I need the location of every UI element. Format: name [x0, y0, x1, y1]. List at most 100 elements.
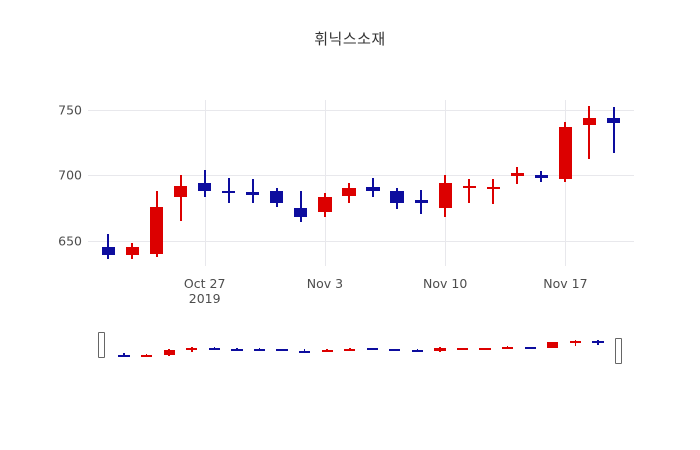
candlestick-wick	[588, 105, 591, 160]
mini-candlestick	[524, 330, 536, 372]
candlestick[interactable]	[246, 100, 260, 266]
mini-candlestick	[547, 330, 559, 372]
chart-title: 휘닉스소재	[314, 30, 386, 48]
mini-candlestick-body	[208, 348, 220, 351]
candlestick[interactable]	[606, 100, 621, 266]
candlestick[interactable]	[510, 100, 524, 266]
candlestick-body	[462, 185, 476, 189]
mini-candlestick	[479, 330, 491, 372]
candlestick-body	[366, 186, 380, 191]
candlestick-body	[318, 197, 332, 212]
candlestick-body	[582, 117, 597, 126]
mini-candlestick-body	[389, 348, 401, 351]
candlestick[interactable]	[318, 100, 332, 266]
x-axis-year-label: 2019	[188, 291, 221, 306]
mini-candlestick	[321, 330, 333, 372]
mini-candlestick-body	[118, 354, 130, 357]
range-handle-left-icon[interactable]	[98, 332, 106, 358]
x-axis-tick-label: Oct 27	[183, 276, 226, 291]
mini-candlestick-body	[344, 348, 356, 351]
candlestick[interactable]	[294, 100, 308, 266]
range-handle-right-icon[interactable]	[614, 338, 622, 364]
range-selector-panel[interactable]	[88, 330, 634, 372]
candlestick-body	[198, 183, 212, 191]
price-plot-area	[88, 100, 634, 266]
candlestick[interactable]	[462, 100, 476, 266]
mini-candlestick	[366, 330, 378, 372]
x-axis-tick: Nov 17	[543, 276, 587, 291]
candlestick-body	[294, 207, 308, 217]
candlestick[interactable]	[366, 100, 380, 266]
candlestick[interactable]	[270, 100, 284, 266]
candlestick[interactable]	[390, 100, 404, 266]
candlestick[interactable]	[534, 100, 548, 266]
candlestick-wick	[179, 175, 182, 221]
mini-candlestick	[163, 330, 175, 372]
candlestick-body	[342, 188, 356, 197]
candlestick-wick	[612, 107, 615, 153]
candlestick[interactable]	[198, 100, 212, 266]
candlestick[interactable]	[582, 100, 597, 266]
candlestick-body	[486, 186, 500, 190]
mini-candlestick-body	[321, 349, 333, 352]
x-axis-tick-label: Nov 3	[306, 276, 344, 291]
mini-candlestick	[569, 330, 581, 372]
x-axis: Oct 27 2019 Nov 3 Nov 10 Nov 17	[88, 274, 634, 314]
y-axis-tick-label: 750	[58, 102, 82, 118]
candlestick-body	[222, 190, 236, 194]
x-axis-tick-label: Nov 17	[543, 276, 588, 291]
candlestick[interactable]	[149, 100, 164, 266]
mini-candlestick-body	[186, 348, 198, 351]
mini-candlestick-body	[434, 348, 446, 351]
mini-candlestick-wick	[236, 347, 238, 351]
mini-candlestick	[186, 330, 198, 372]
mini-candlestick-wick	[258, 347, 261, 351]
mini-candlestick	[411, 330, 424, 372]
mini-candlestick	[231, 330, 243, 372]
mini-candlestick	[592, 330, 604, 372]
mini-candlestick	[298, 330, 311, 372]
y-axis-tick-label: 650	[58, 233, 82, 248]
candlestick[interactable]	[486, 100, 500, 266]
mini-candlestick-body	[502, 346, 514, 349]
mini-candlestick-body	[298, 350, 311, 353]
candlestick-body	[390, 190, 404, 203]
mini-candlestick	[456, 330, 469, 372]
y-axis-tick-label: 700	[58, 167, 82, 183]
candlestick[interactable]	[125, 100, 140, 266]
x-axis-tick: Oct 27 2019	[184, 276, 226, 306]
mini-candlestick	[344, 330, 356, 372]
mini-candlestick	[389, 330, 401, 372]
candlestick-body	[414, 199, 428, 203]
candlestick[interactable]	[173, 100, 188, 266]
mini-candlestick-body	[141, 354, 153, 357]
x-gridline	[324, 100, 326, 266]
candlestick-wick	[299, 190, 302, 223]
candlestick[interactable]	[101, 100, 116, 266]
candlestick-wick	[468, 179, 471, 203]
candlestick[interactable]	[222, 100, 236, 266]
candlestick-wick	[492, 179, 495, 204]
y-gridline	[88, 109, 634, 111]
y-axis: 650 700 750	[30, 100, 82, 266]
mini-candlestick	[141, 330, 153, 372]
candlestick-body	[125, 247, 140, 255]
candlestick[interactable]	[558, 100, 573, 266]
mini-candlestick-body	[569, 341, 581, 344]
candlestick[interactable]	[342, 100, 356, 266]
candlestick-body	[558, 126, 573, 180]
candlestick-body	[270, 190, 284, 203]
y-gridline	[88, 175, 634, 177]
candlestick-body	[606, 117, 621, 123]
mini-candlestick-wick	[123, 353, 125, 356]
mini-candlestick	[208, 330, 220, 372]
candlestick[interactable]	[438, 100, 452, 266]
candlestick-body	[101, 247, 116, 255]
candlestick-wick	[227, 177, 230, 203]
x-axis-tick: Nov 10	[423, 276, 467, 291]
candlestick-wick	[251, 179, 254, 203]
mini-candlestick-body	[253, 348, 266, 351]
candlestick[interactable]	[414, 100, 428, 266]
candlestick-body	[246, 192, 260, 195]
